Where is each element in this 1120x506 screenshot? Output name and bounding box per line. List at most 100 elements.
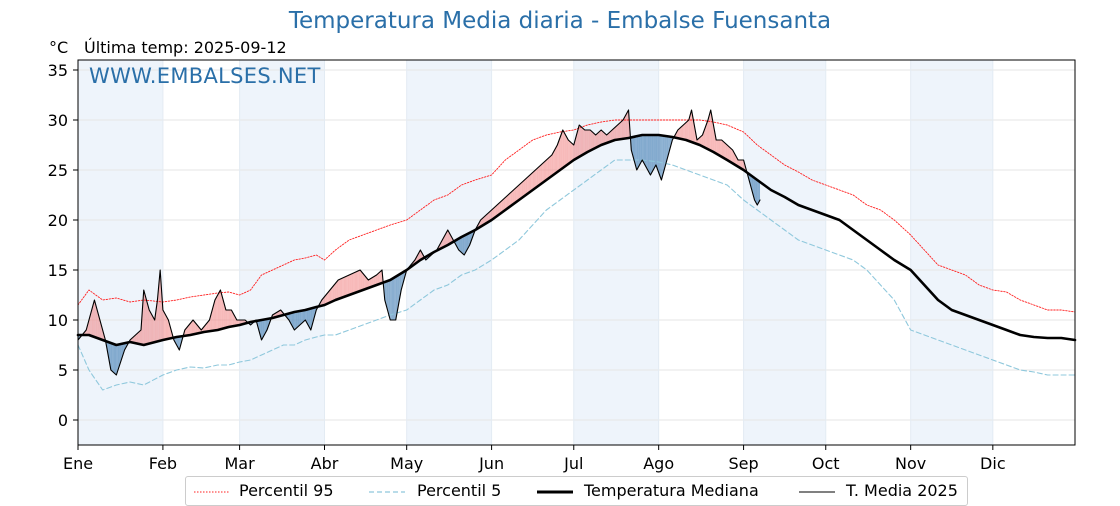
fill-above-median [324, 295, 326, 305]
fill-below-median [117, 344, 120, 371]
fill-above-median [372, 276, 374, 287]
fill-above-median [510, 191, 513, 206]
fill-below-median [650, 135, 652, 175]
fill-below-median [308, 308, 310, 328]
fill-below-median [649, 135, 651, 175]
fill-above-median [602, 131, 604, 145]
fill-above-median [550, 155, 552, 177]
fill-above-median [571, 142, 573, 162]
fill-above-median [721, 140, 724, 158]
fill-above-median [221, 295, 224, 329]
x-tick-label: Nov [895, 454, 926, 473]
fill-above-median [701, 135, 703, 147]
fill-above-median [213, 300, 215, 331]
month-band-nov [910, 60, 993, 445]
fill-above-median [358, 270, 361, 292]
fill-above-median [679, 127, 681, 139]
y-tick-label: 35 [48, 61, 68, 80]
fill-above-median [214, 297, 217, 331]
fill-above-median [584, 130, 587, 154]
fill-above-median [340, 278, 343, 298]
y-tick-label: 30 [48, 111, 68, 130]
fill-above-median [687, 120, 689, 141]
fill-above-median [618, 122, 621, 140]
fill-above-median [714, 132, 717, 154]
fill-below-median [460, 237, 462, 253]
fill-above-median [527, 176, 529, 194]
fill-above-median [529, 173, 532, 192]
fill-above-median [193, 320, 195, 335]
fill-above-median [231, 310, 233, 327]
fill-above-median [518, 183, 521, 200]
x-tick-label: Dic [980, 454, 1006, 473]
fill-above-median [742, 160, 744, 170]
fill-above-median [499, 201, 502, 214]
x-tick-label: Ago [643, 454, 674, 473]
fill-above-median [347, 275, 350, 296]
fill-below-median [395, 275, 398, 320]
y-axis-ticks: 0 5 10 15 20 25 30 35 [48, 61, 78, 430]
fill-above-median [379, 271, 381, 284]
fill-above-median [710, 110, 713, 152]
fill-above-median [680, 126, 682, 140]
x-tick-label: Jul [563, 454, 583, 473]
fill-above-median [167, 317, 169, 340]
fill-above-median [591, 131, 593, 150]
y-tick-label: 25 [48, 161, 68, 180]
fill-above-median [590, 130, 592, 151]
legend-label-p5: Percentil 5 [417, 481, 502, 500]
x-tick-label: Oct [812, 454, 840, 473]
fill-above-median [497, 203, 499, 216]
fill-above-median [610, 130, 613, 142]
fill-below-median [465, 234, 467, 253]
x-tick-label: May [390, 454, 423, 473]
fill-below-median [635, 136, 637, 170]
fill-above-median [158, 270, 161, 342]
fill-above-median [681, 125, 684, 140]
fill-above-median [539, 165, 541, 185]
fill-above-median [698, 137, 700, 145]
fill-above-median [369, 278, 372, 288]
fill-below-median [309, 308, 311, 330]
fill-above-median [677, 128, 680, 139]
fill-above-median [331, 286, 333, 302]
fill-above-median [491, 208, 493, 220]
fill-below-median [265, 319, 267, 333]
fill-below-median [386, 281, 388, 310]
fill-above-median [727, 145, 729, 161]
fill-below-median [653, 135, 655, 170]
fill-above-median [150, 312, 152, 344]
fill-above-median [516, 186, 518, 202]
legend-swatch-p95 [194, 491, 230, 493]
fill-below-median [388, 280, 391, 320]
fill-above-median [627, 110, 629, 139]
x-tick-label: Mar [225, 454, 256, 473]
fill-above-median [705, 123, 707, 149]
fill-below-median [306, 309, 309, 325]
fill-above-median [543, 161, 545, 182]
fill-above-median [339, 278, 341, 299]
fill-above-median [380, 270, 383, 284]
fill-above-median [445, 232, 447, 247]
fill-above-median [487, 212, 489, 223]
legend-label-median: Temperatura Mediana [584, 481, 759, 500]
fill-below-median [655, 135, 658, 169]
fill-above-median [594, 133, 596, 149]
fill-above-median [528, 175, 530, 193]
fill-below-median [461, 236, 463, 254]
fill-above-median [138, 331, 140, 345]
fill-above-median [165, 315, 168, 340]
fill-above-median [368, 279, 370, 288]
fill-above-median [535, 168, 537, 188]
fill-above-median [572, 143, 574, 161]
y-tick-label: 0 [58, 411, 68, 430]
fill-above-median [683, 123, 685, 140]
fill-above-median [377, 272, 380, 285]
fill-below-median [177, 336, 180, 350]
y-tick-label: 20 [48, 211, 68, 230]
fill-above-median [446, 230, 448, 246]
fill-below-median [119, 344, 121, 367]
fill-above-median [206, 321, 209, 332]
fill-above-median [597, 132, 599, 148]
fill-below-median [108, 342, 110, 363]
